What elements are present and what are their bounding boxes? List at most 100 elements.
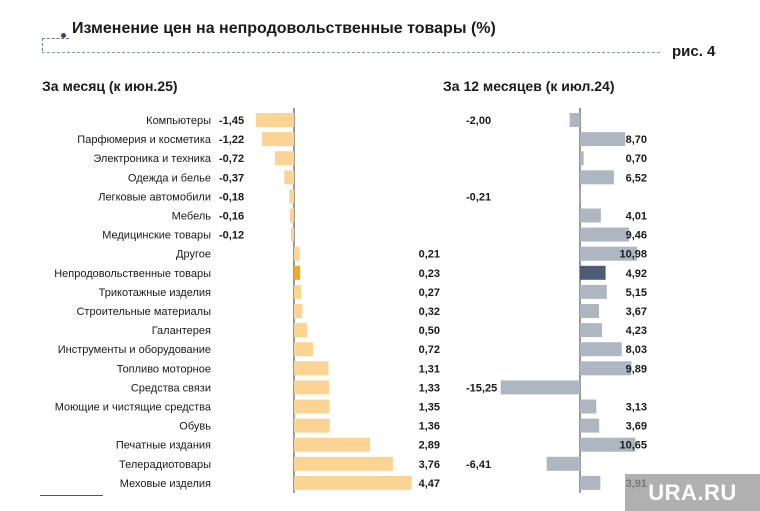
title-divider [42, 52, 660, 53]
category-label: Другое [176, 249, 211, 261]
year-value-label: 3,13 [626, 402, 647, 414]
year-bar [580, 208, 601, 223]
month-value-label: 1,35 [419, 402, 440, 414]
category-label: Электроника и техника [93, 153, 211, 165]
year-panel-title: За 12 месяцев (к июл.24) [443, 78, 615, 94]
year-bar [580, 323, 602, 338]
month-bar [294, 399, 330, 414]
category-label: Телерадиотовары [119, 459, 211, 471]
year-value-label: -15,25 [466, 382, 497, 394]
chart-title: Изменение цен на непродовольственные тов… [72, 20, 496, 37]
month-bar [289, 189, 294, 204]
year-value-label: 8,03 [626, 344, 647, 356]
category-label: Легковые автомобили [98, 191, 211, 203]
month-value-label: -0,18 [219, 191, 244, 203]
month-bar [255, 113, 294, 127]
year-value-label: 5,15 [626, 287, 647, 299]
month-value-label: 0,72 [419, 344, 440, 356]
category-label: Обувь [179, 421, 211, 433]
category-label: Мебель [172, 211, 212, 223]
title-frame-decoration [42, 38, 69, 51]
category-label: Печатные издания [116, 440, 211, 452]
year-value-label: -6,41 [466, 459, 491, 471]
category-label: Парфюмерия и косметика [77, 134, 212, 146]
month-bar [275, 151, 294, 166]
category-label: Меховые изделия [120, 478, 211, 490]
month-bar [294, 265, 301, 280]
year-value-label: 3,67 [626, 306, 647, 318]
month-bar [294, 437, 371, 452]
year-bar [580, 437, 636, 452]
month-bar [294, 418, 330, 433]
month-value-label: 0,27 [419, 287, 440, 299]
year-bar [580, 151, 584, 166]
year-bar [580, 170, 614, 185]
year-value-label: -2,00 [466, 115, 491, 127]
year-value-label: 3,69 [626, 421, 647, 433]
year-value-label: 4,01 [626, 211, 647, 223]
year-value-label: 4,23 [626, 325, 647, 337]
month-panel-title: За месяц (к июн.25) [42, 78, 178, 94]
month-value-label: 1,33 [419, 382, 440, 394]
month-value-label: -0,16 [219, 211, 244, 223]
year-bar [580, 304, 600, 318]
month-bar [294, 342, 313, 357]
year-value-label: 8,70 [626, 134, 647, 146]
month-value-label: 2,89 [419, 440, 440, 452]
watermark-logo: URA.RU [625, 474, 760, 511]
month-value-label: -0,12 [219, 230, 244, 242]
category-label: Инструменты и оборудование [58, 344, 211, 356]
month-bar [290, 227, 294, 242]
category-label: Моющие и чистящие средства [55, 402, 212, 414]
year-bar [580, 246, 638, 261]
year-bar [569, 113, 580, 127]
category-label: Компьютеры [146, 115, 211, 127]
year-value-label: 9,89 [626, 363, 647, 375]
year-bar [546, 456, 580, 471]
year-value-label: 4,92 [626, 268, 647, 280]
month-value-label: -1,45 [219, 115, 244, 127]
title-bullet-icon [61, 33, 66, 38]
year-bar [580, 399, 597, 414]
month-bar [294, 246, 300, 261]
month-value-label: 1,31 [419, 363, 440, 375]
month-value-label: 1,36 [419, 421, 440, 433]
figure-label: рис. 4 [672, 43, 716, 60]
year-value-label: 6,52 [626, 172, 647, 184]
month-value-label: 0,23 [419, 268, 440, 280]
month-bar [284, 170, 294, 185]
month-bar [294, 361, 329, 376]
year-value-label: 10,98 [619, 249, 647, 261]
category-label: Одежда и белье [128, 172, 211, 184]
category-label: Непродовольственные товары [54, 268, 211, 280]
year-bar [578, 189, 580, 204]
year-bar [580, 227, 630, 242]
month-bar [261, 132, 294, 147]
month-bar [294, 304, 303, 318]
month-value-label: -0,37 [219, 172, 244, 184]
month-bar [294, 475, 412, 490]
year-value-label: -0,21 [466, 191, 491, 203]
category-label: Строительные материалы [76, 306, 211, 318]
month-value-label: -1,22 [219, 134, 244, 146]
year-bar [580, 342, 622, 357]
month-value-label: -0,72 [219, 153, 244, 165]
month-value-label: 3,76 [419, 459, 440, 471]
year-value-label: 10,65 [619, 440, 647, 452]
year-bar [580, 361, 632, 376]
category-label: Трикотажные изделия [99, 287, 211, 299]
category-label: Топливо моторное [117, 363, 211, 375]
year-bar [580, 475, 601, 490]
year-value-label: 0,70 [626, 153, 647, 165]
month-bar [294, 380, 329, 395]
month-bar [289, 208, 294, 223]
month-bar [294, 456, 393, 471]
year-bar [580, 265, 606, 280]
category-label: Галантерея [152, 325, 211, 337]
month-value-label: 0,21 [419, 249, 440, 261]
month-value-label: 0,32 [419, 306, 440, 318]
year-bar [580, 284, 607, 299]
month-value-label: 4,47 [419, 478, 440, 490]
category-label: Медицинские товары [102, 230, 211, 242]
